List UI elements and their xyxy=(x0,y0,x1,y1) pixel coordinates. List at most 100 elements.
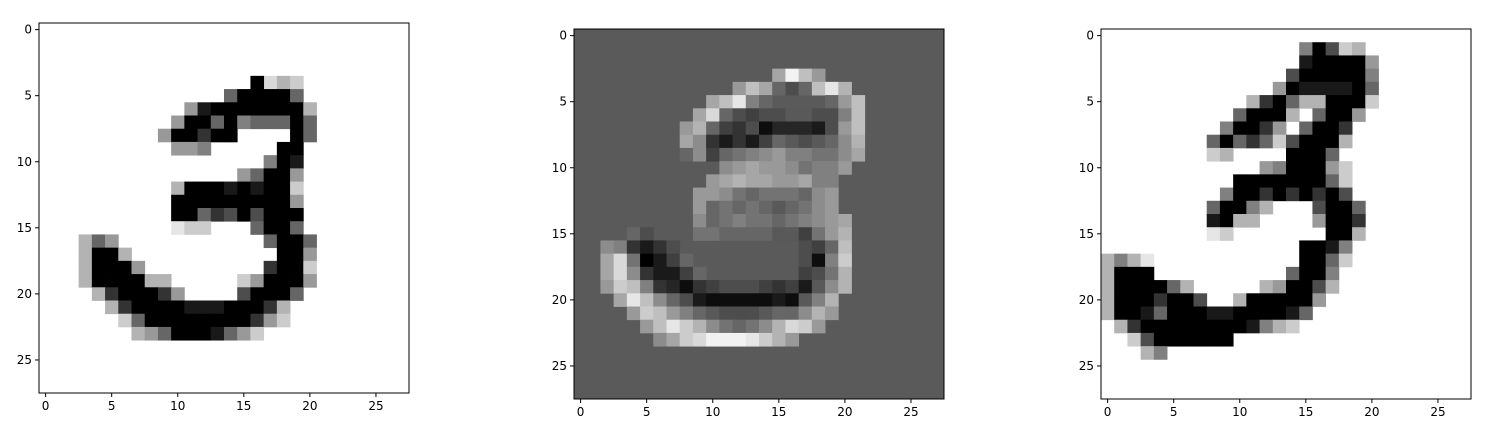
pixel-cell xyxy=(1167,280,1181,294)
pixel-cell xyxy=(1312,121,1327,136)
pixel-cell xyxy=(653,319,667,334)
x-tick-label: 10 xyxy=(1232,405,1247,419)
pixel-cell xyxy=(1153,332,1168,347)
pixel-cell xyxy=(210,181,225,196)
y-tick-label: 0 xyxy=(559,29,567,43)
pixel-cell xyxy=(263,181,278,196)
pixel-cell xyxy=(237,287,251,301)
pixel-cell xyxy=(78,260,93,275)
pixel-cell xyxy=(78,234,93,249)
pixel-cell xyxy=(1352,42,1366,56)
pixel-cell xyxy=(1219,147,1234,162)
pixel-cell xyxy=(105,247,119,262)
pixel-cell xyxy=(666,280,681,294)
pixel-cell xyxy=(1259,187,1274,202)
pixel-cell xyxy=(732,214,747,228)
pixel-cell xyxy=(118,300,132,315)
pixel-cell xyxy=(1299,240,1313,255)
pixel-cell xyxy=(653,266,667,281)
pixel-cell xyxy=(692,266,707,281)
pixel-cell xyxy=(772,280,786,294)
pixel-cell xyxy=(759,134,773,149)
pixel-cell xyxy=(825,253,839,268)
pixel-cell xyxy=(811,187,826,202)
pixel-cell xyxy=(759,147,773,162)
pixel-cell xyxy=(798,293,813,307)
pixel-cell xyxy=(210,326,225,341)
pixel-cell xyxy=(798,280,813,294)
pixel-cell xyxy=(290,168,304,182)
pixel-cell xyxy=(1272,108,1287,122)
pixel-cell xyxy=(276,115,291,130)
pixel-cell xyxy=(851,147,866,162)
pixel-cell xyxy=(1286,293,1300,307)
pixel-cell xyxy=(1140,253,1155,268)
pixel-cell xyxy=(224,115,238,130)
pixel-cell xyxy=(1193,319,1208,334)
pixel-cell xyxy=(1325,227,1340,241)
pixel-cell xyxy=(1140,346,1155,360)
pixel-cell xyxy=(1312,174,1327,188)
y-tick-label: 25 xyxy=(552,359,567,373)
pixel-cell xyxy=(303,128,317,143)
pixel-cell xyxy=(1286,147,1300,162)
pixel-cell xyxy=(692,187,707,202)
pixel-cell xyxy=(798,68,813,83)
pixel-cell xyxy=(1299,81,1313,96)
pixel-cell xyxy=(237,274,251,288)
pixel-cell xyxy=(626,266,641,281)
x-tick-label: 0 xyxy=(42,399,50,413)
pixel-cell xyxy=(224,102,238,116)
pixel-cell xyxy=(1299,306,1313,321)
pixel-cell xyxy=(640,319,654,334)
pixel-cell xyxy=(838,81,852,96)
pixel-cell xyxy=(1259,293,1274,307)
pixel-cell xyxy=(666,332,681,347)
pixel-cell xyxy=(798,200,813,215)
pixel-cell xyxy=(732,187,747,202)
pixel-cell xyxy=(1140,293,1155,307)
pixel-cell xyxy=(759,227,773,241)
pixel-cell xyxy=(811,306,826,321)
pixel-cell xyxy=(250,181,265,196)
pixel-cell xyxy=(197,141,212,156)
pixel-cell xyxy=(692,108,707,122)
pixel-cell xyxy=(798,134,813,149)
pixel-cell xyxy=(250,168,265,182)
pixel-cell xyxy=(237,326,251,341)
pixel-cell xyxy=(838,121,852,136)
pixel-cell xyxy=(1325,42,1340,56)
pixel-cell xyxy=(263,155,278,169)
pixel-cell xyxy=(1219,319,1234,334)
pixel-cell xyxy=(838,227,852,241)
pixel-cell xyxy=(1312,42,1327,56)
pixel-cell xyxy=(1246,108,1260,122)
pixel-cell xyxy=(719,280,733,294)
pixel-cell xyxy=(1219,332,1234,347)
pixel-cell xyxy=(1206,200,1221,215)
pixel-cell xyxy=(276,274,291,288)
pixel-cell xyxy=(732,174,747,188)
pixel-cell xyxy=(640,280,654,294)
pixel-cell xyxy=(719,187,733,202)
pixel-cell xyxy=(825,121,839,136)
pixel-cell xyxy=(745,214,760,228)
pixel-cell xyxy=(719,121,733,136)
pixel-cell xyxy=(276,89,291,103)
pixel-cell xyxy=(224,181,238,196)
pixel-cell xyxy=(197,313,212,328)
pixel-cell xyxy=(290,115,304,130)
pixel-cell xyxy=(1259,280,1274,294)
pixel-cell xyxy=(798,161,813,175)
image-panel-left: 0 5 10 15 20 25 0 5 10 15 20 25 xyxy=(17,22,410,413)
pixel-cell xyxy=(250,300,265,315)
pixel-cell xyxy=(679,319,694,334)
pixel-cell xyxy=(745,95,760,109)
pixel-cell xyxy=(237,168,251,182)
pixel-cell xyxy=(1246,121,1260,136)
pixel-cell xyxy=(1180,306,1194,321)
pixel-cell xyxy=(197,221,212,235)
pixel-cell xyxy=(1219,306,1234,321)
pixel-cell xyxy=(1272,121,1287,136)
pixel-cell xyxy=(679,280,694,294)
